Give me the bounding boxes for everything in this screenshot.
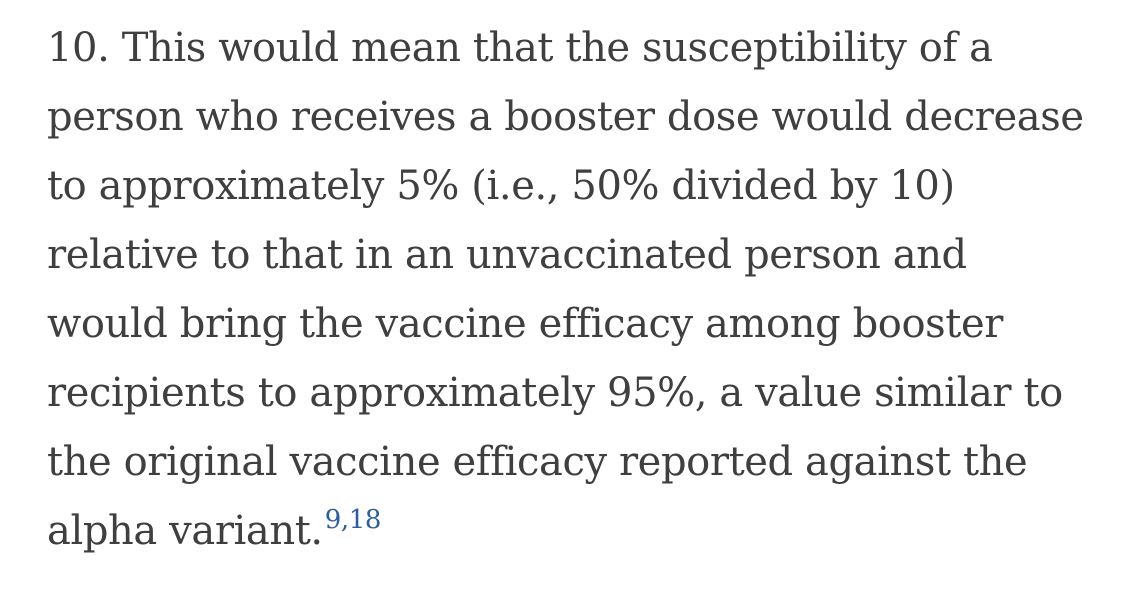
paragraph-line-8: alpha variant.9,18 — [47, 497, 1117, 566]
paragraph-line-3: to approximately 5% (i.e., 50% divided b… — [47, 163, 955, 209]
paragraph-line-1: 10. This would mean that the susceptibil… — [47, 25, 993, 71]
paragraph-line-4: relative to that in an unvaccinated pers… — [47, 232, 967, 278]
paragraph-line-5: would bring the vaccine efficacy among b… — [47, 301, 1003, 347]
paragraph-line-6: recipients to approximately 95%, a value… — [47, 370, 1063, 416]
paragraph-line-7: the original vaccine efficacy reported a… — [47, 439, 1028, 485]
paragraph-line-8-text: alpha variant. — [47, 508, 323, 554]
paragraph-line-2: person who receives a booster dose would… — [47, 94, 1084, 140]
footnote-paragraph: 10. This would mean that the susceptibil… — [47, 14, 1117, 566]
citation-reference-link[interactable]: 9,18 — [324, 505, 382, 535]
